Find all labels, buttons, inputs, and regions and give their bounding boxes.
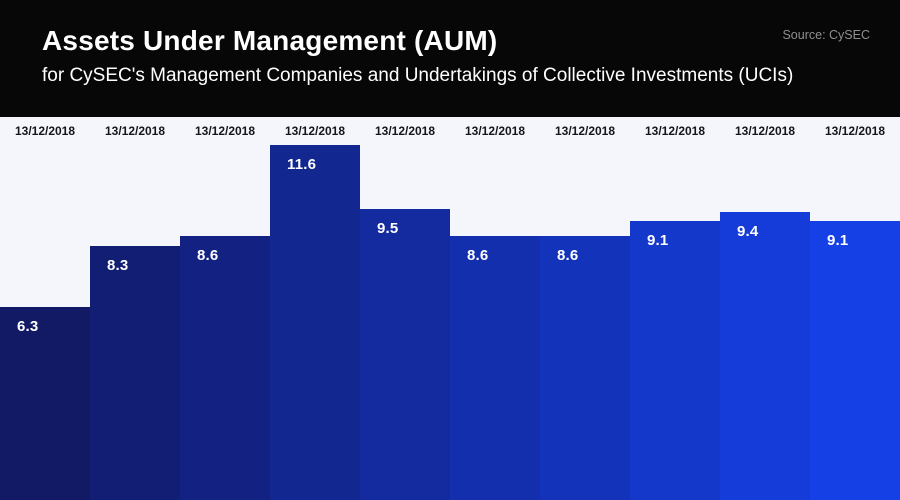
category-label: 13/12/2018 [644,124,706,138]
chart-column: 13/12/2018 9.4 [720,117,810,500]
chart-column: 13/12/2018 9.5 [360,117,450,500]
bar-value-label: 8.6 [557,247,579,264]
chart-column: 13/12/2018 6.3 [0,117,90,500]
category-label: 13/12/2018 [14,124,76,138]
chart-column: 13/12/2018 8.6 [540,117,630,500]
category-label: 13/12/2018 [824,124,886,138]
category-label: 13/12/2018 [194,124,256,138]
category-label: 13/12/2018 [374,124,436,138]
bar-chart: 13/12/2018 6.3 13/12/2018 8.3 13/12/2018 8.6 1… [0,117,900,500]
bar-value-label: 9.1 [827,232,849,249]
chart-column: 13/12/2018 8.6 [450,117,540,500]
chart-subtitle: for CySEC's Management Companies and Und… [42,64,794,86]
bar: 8.6 [180,236,270,500]
category-label: 13/12/2018 [284,124,346,138]
bar-value-label: 6.3 [17,318,39,335]
category-label: 13/12/2018 [734,124,796,138]
category-label: 13/12/2018 [464,124,526,138]
bar: 11.6 [270,145,360,500]
chart-column: 13/12/2018 9.1 [630,117,720,500]
source-credit: Source: CySEC [782,28,870,42]
chart-column: 13/12/2018 8.6 [180,117,270,500]
bar: 9.1 [810,221,900,500]
bar-value-label: 11.6 [287,156,317,173]
chart-header: Assets Under Management (AUM) for CySEC'… [0,0,900,117]
bar-value-label: 9.5 [377,220,399,237]
bar: 6.3 [0,307,90,500]
bar-value-label: 9.1 [647,232,669,249]
bar: 8.6 [540,236,630,500]
bar: 8.6 [450,236,540,500]
bar: 9.1 [630,221,720,500]
bar: 9.5 [360,209,450,500]
chart-title: Assets Under Management (AUM) [42,25,498,56]
chart-column: 13/12/2018 9.1 [810,117,900,500]
bar-value-label: 9.4 [737,223,759,240]
bar: 9.4 [720,212,810,500]
bar-value-label: 8.3 [107,257,129,274]
category-label: 13/12/2018 [104,124,166,138]
bar-value-label: 8.6 [467,247,489,264]
chart-column: 13/12/2018 8.3 [90,117,180,500]
chart-column: 13/12/2018 11.6 [270,117,360,500]
bar-value-label: 8.6 [197,247,219,264]
category-label: 13/12/2018 [554,124,616,138]
bar: 8.3 [90,246,180,500]
